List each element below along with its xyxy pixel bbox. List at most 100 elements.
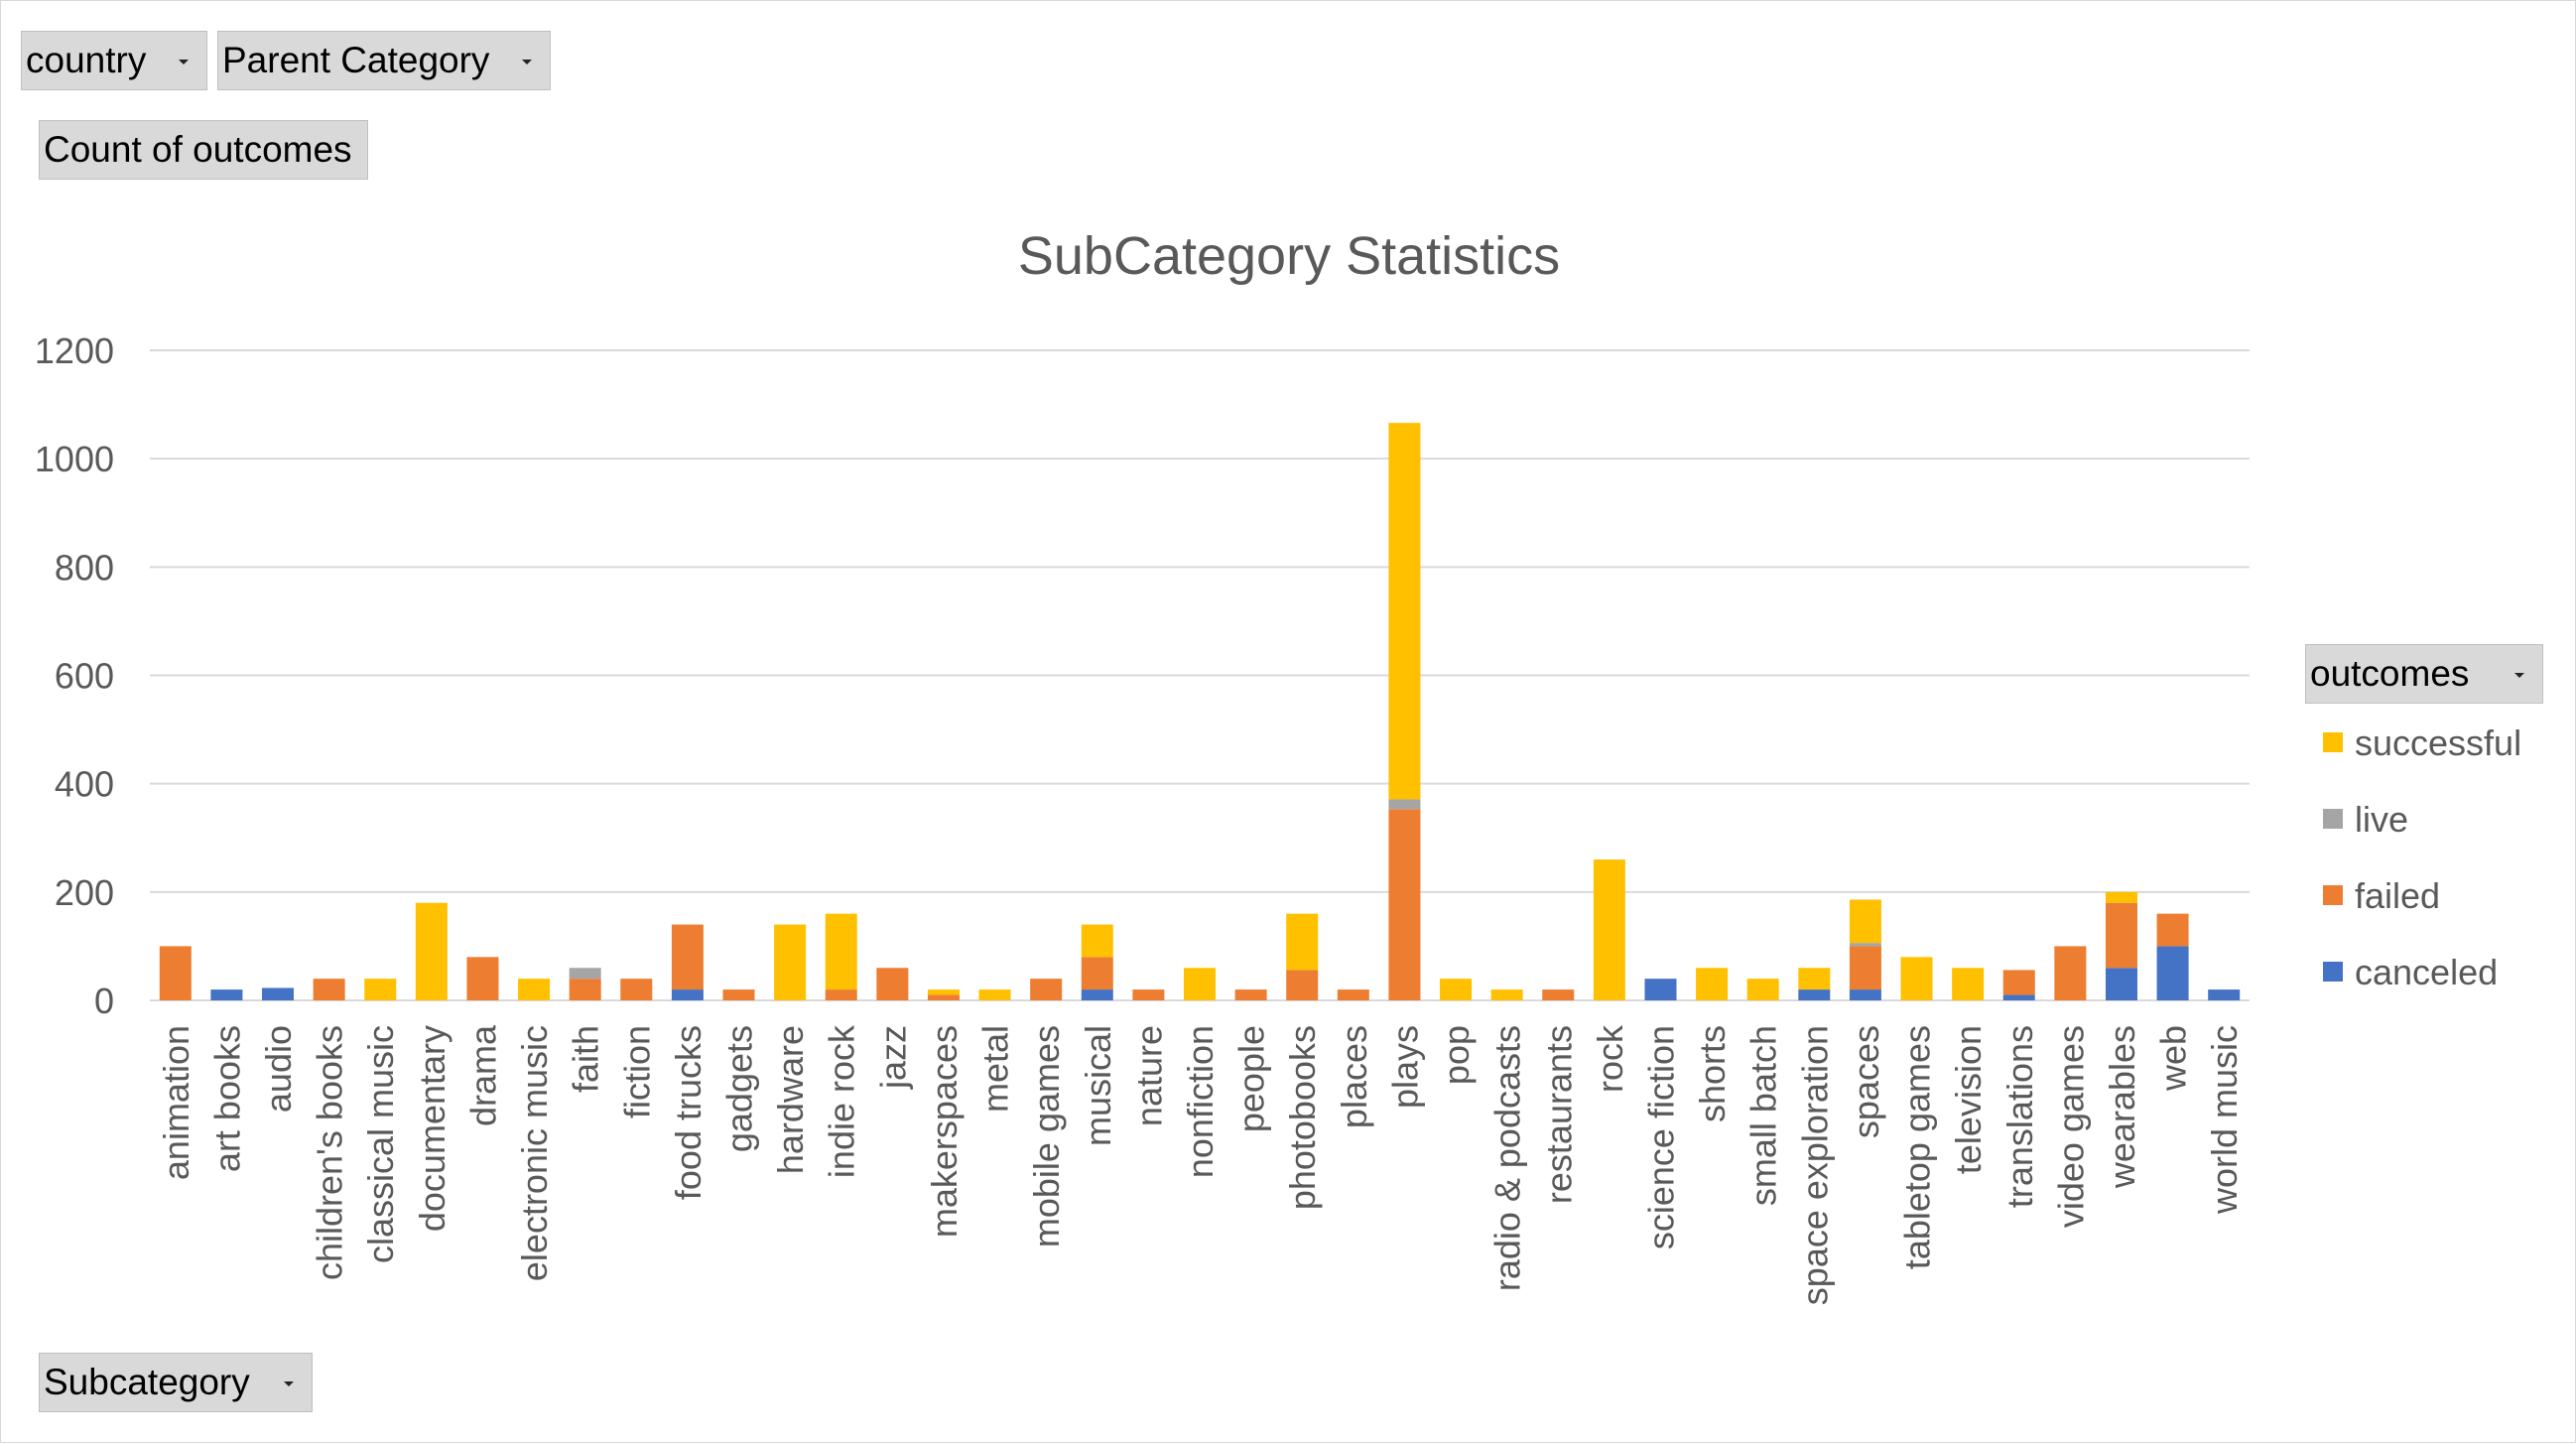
x-tick-label: pop bbox=[1436, 1025, 1477, 1085]
bar-canceled bbox=[2105, 968, 2137, 1000]
x-tick-label: children's books bbox=[310, 1025, 350, 1280]
x-tick-label: wearables bbox=[2102, 1025, 2142, 1189]
bar-canceled bbox=[2208, 989, 2241, 1000]
x-tick-label: people bbox=[1231, 1025, 1272, 1132]
bar-successful bbox=[415, 902, 448, 1000]
legend-label-successful: successful bbox=[2355, 722, 2521, 763]
dropdown-arrow-icon bbox=[284, 1381, 294, 1386]
bar-failed bbox=[1132, 989, 1165, 1000]
bar-successful bbox=[774, 924, 807, 1000]
x-tick-label: hardware bbox=[770, 1025, 811, 1174]
legend-swatch-successful bbox=[2323, 732, 2343, 752]
bar-successful bbox=[1798, 968, 1831, 990]
bar-failed bbox=[1030, 979, 1063, 1000]
bar-canceled bbox=[2002, 994, 2035, 1000]
x-tick-label: musical bbox=[1078, 1025, 1118, 1146]
bar-successful bbox=[1388, 423, 1421, 800]
y-tick-label: 400 bbox=[55, 764, 114, 805]
x-tick-label: food trucks bbox=[668, 1025, 708, 1200]
x-tick-label: photobooks bbox=[1282, 1025, 1323, 1210]
bar-failed bbox=[2054, 946, 2087, 1000]
bar-canceled bbox=[2156, 946, 2189, 1000]
x-tick-label: classical music bbox=[360, 1025, 401, 1263]
x-tick-label: web bbox=[2153, 1025, 2194, 1092]
legend-label-canceled: canceled bbox=[2355, 952, 2498, 992]
y-axis-tick-labels: 0 200 400 600 800 1000 1200 bbox=[35, 330, 114, 1021]
outcomes-legend-field-button[interactable]: outcomes bbox=[2305, 644, 2543, 704]
bars bbox=[159, 423, 2241, 1000]
bar-failed bbox=[825, 989, 857, 1000]
x-tick-label: science fiction bbox=[1640, 1025, 1681, 1249]
bar-successful bbox=[1184, 968, 1216, 1000]
x-tick-label: gadgets bbox=[719, 1025, 760, 1152]
bar-live bbox=[1849, 943, 1881, 947]
x-tick-label: animation bbox=[156, 1025, 196, 1180]
x-tick-label: indie rock bbox=[822, 1024, 862, 1178]
country-filter-button[interactable]: country bbox=[21, 31, 207, 90]
x-tick-label: radio & podcasts bbox=[1487, 1025, 1528, 1291]
bar-failed bbox=[927, 994, 960, 1000]
x-tick-label: drama bbox=[462, 1024, 503, 1126]
y-tick-label: 200 bbox=[55, 872, 114, 913]
x-axis-tick-labels: animation art books audio children's books c… bbox=[156, 1024, 2245, 1305]
bar-failed bbox=[159, 946, 192, 1000]
bar-canceled bbox=[262, 987, 295, 1000]
bar-canceled bbox=[671, 989, 704, 1000]
x-tick-label: translations bbox=[1999, 1025, 2040, 1208]
x-tick-label: fiction bbox=[616, 1025, 657, 1118]
bar-failed bbox=[1337, 989, 1369, 1000]
bar-successful bbox=[1746, 979, 1779, 1000]
x-tick-label: world music bbox=[2204, 1025, 2245, 1215]
bar-successful bbox=[1900, 957, 1933, 1000]
dropdown-arrow-icon bbox=[2514, 673, 2524, 678]
legend-swatch-failed bbox=[2323, 885, 2343, 905]
x-tick-label: audio bbox=[258, 1025, 299, 1113]
bar-failed bbox=[466, 957, 499, 1000]
x-tick-label: documentary bbox=[412, 1025, 452, 1232]
bar-successful bbox=[518, 979, 551, 1000]
dropdown-arrow-icon bbox=[522, 60, 532, 65]
bar-failed bbox=[569, 979, 601, 1000]
legend-swatch-canceled bbox=[2323, 962, 2343, 982]
x-tick-label: art books bbox=[206, 1025, 247, 1172]
x-tick-label: small batch bbox=[1743, 1025, 1784, 1206]
values-field-label: Count of outcomes bbox=[44, 129, 352, 170]
bar-successful bbox=[2105, 891, 2137, 903]
x-tick-label: shorts bbox=[1692, 1025, 1733, 1122]
y-tick-label: 1000 bbox=[35, 439, 114, 479]
x-tick-label: metal bbox=[975, 1025, 1016, 1113]
x-tick-label: rock bbox=[1590, 1024, 1630, 1093]
bar-successful bbox=[1490, 989, 1523, 1000]
bar-failed bbox=[2105, 902, 2137, 969]
bar-successful bbox=[1440, 979, 1473, 1000]
x-tick-label: makerspaces bbox=[924, 1025, 965, 1238]
x-tick-label: jazz bbox=[872, 1025, 913, 1090]
bar-failed bbox=[2002, 970, 2035, 995]
bar-canceled bbox=[210, 989, 243, 1000]
legend: successful live failed canceled bbox=[2323, 722, 2521, 992]
subcategory-axis-field-button[interactable]: Subcategory bbox=[39, 1353, 313, 1412]
bar-successful bbox=[927, 989, 960, 995]
bar-successful bbox=[825, 913, 857, 990]
x-tick-label: spaces bbox=[1846, 1025, 1886, 1138]
parent-category-filter-button[interactable]: Parent Category bbox=[217, 31, 551, 90]
bar-successful bbox=[1849, 899, 1881, 944]
bar-successful bbox=[1696, 968, 1729, 1000]
x-tick-label: mobile games bbox=[1026, 1025, 1067, 1247]
bar-failed bbox=[620, 979, 653, 1000]
values-field-button[interactable]: Count of outcomes bbox=[39, 120, 368, 180]
legend-label-live: live bbox=[2355, 799, 2408, 840]
legend-label-failed: failed bbox=[2355, 875, 2440, 916]
bar-failed bbox=[671, 924, 704, 990]
bar-canceled bbox=[1081, 989, 1113, 1000]
bar-live bbox=[569, 968, 601, 980]
x-tick-label: nature bbox=[1128, 1025, 1169, 1126]
x-tick-label: nonfiction bbox=[1180, 1025, 1221, 1178]
country-filter-label: country bbox=[26, 40, 147, 80]
bar-failed bbox=[2156, 913, 2189, 947]
bar-failed bbox=[1388, 809, 1421, 1000]
bar-failed bbox=[1081, 957, 1113, 990]
x-tick-label: video games bbox=[2050, 1025, 2091, 1228]
bar-successful bbox=[1081, 924, 1113, 958]
